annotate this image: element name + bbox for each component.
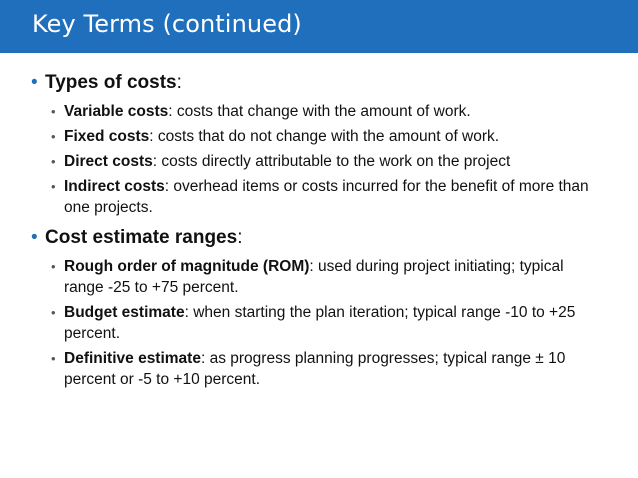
section-heading-types-of-costs: • Types of costs: — [0, 70, 638, 96]
term-label: Budget estimate — [64, 304, 185, 321]
slide-content: • Types of costs: • Variable costs: costs … — [0, 70, 638, 394]
term-label: Rough order of magnitude (ROM) — [64, 258, 310, 275]
term-label: Definitive estimate — [64, 350, 201, 367]
term-label: Fixed costs — [64, 128, 150, 145]
bullet-icon: • — [51, 179, 56, 194]
section-heading-suffix: : — [176, 72, 182, 93]
section-heading-suffix: : — [237, 227, 243, 248]
list-item: • Variable costs: costs that change with … — [0, 101, 638, 122]
term-label: Variable costs — [64, 103, 169, 120]
bullet-icon: • — [51, 305, 56, 320]
title-bar: Key Terms (continued) — [0, 0, 638, 53]
list-item: • Indirect costs: overhead items or costs… — [0, 176, 638, 218]
term-definition: : costs that change with the amount of w… — [168, 103, 471, 120]
bullet-icon: • — [31, 227, 38, 248]
list-item: • Budget estimate: when starting the plan… — [0, 302, 638, 344]
list-item: • Direct costs: costs directly attributab… — [0, 151, 638, 172]
bullet-icon: • — [51, 129, 56, 144]
term-definition: : costs directly attributable to the wor… — [152, 153, 511, 170]
bullet-icon: • — [31, 72, 38, 93]
term-definition: : overhead items or costs incurred for t… — [64, 178, 589, 216]
section-heading-text: Cost estimate ranges — [45, 227, 238, 248]
term-label: Direct costs — [64, 153, 153, 170]
section-heading-text: Types of costs — [45, 72, 177, 93]
term-label: Indirect costs — [64, 178, 165, 195]
term-definition: : when starting the plan iteration; typi… — [64, 304, 576, 342]
bullet-icon: • — [51, 104, 56, 119]
list-item: • Rough order of magnitude (ROM): used du… — [0, 256, 638, 298]
bullet-icon: • — [51, 259, 56, 274]
list-item: • Fixed costs: costs that do not change w… — [0, 126, 638, 147]
term-definition: : costs that do not change with the amou… — [149, 128, 500, 145]
page-title: Key Terms (continued) — [32, 10, 302, 38]
term-definition: : as progress planning progresses; typic… — [64, 350, 566, 388]
bullet-icon: • — [51, 351, 56, 366]
term-definition: : used during project initiating; typica… — [64, 258, 564, 296]
section-heading-cost-estimate-ranges: • Cost estimate ranges: — [0, 225, 638, 251]
list-item: • Definitive estimate: as progress planni… — [0, 348, 638, 390]
bullet-icon: • — [51, 154, 56, 169]
